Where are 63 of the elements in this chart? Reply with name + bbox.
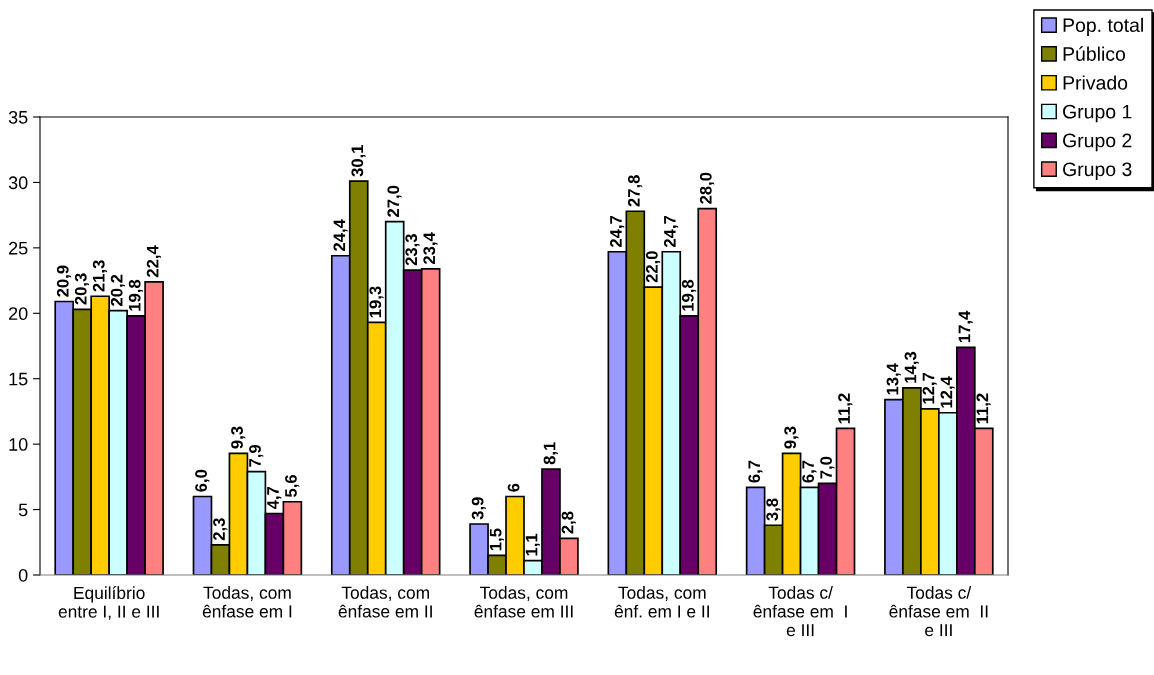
data-label: 20,3 bbox=[74, 273, 90, 305]
data-label: 9,3 bbox=[784, 426, 799, 449]
data-label: 6 bbox=[507, 483, 520, 492]
x-tick-label: Todas, com ênfase em III bbox=[474, 586, 573, 618]
data-label: 5,6 bbox=[285, 474, 300, 498]
data-label: 27,8 bbox=[627, 175, 643, 207]
x-tick-label: Todas c/ ênfase em I e III bbox=[753, 586, 847, 637]
x-tick-label: Todas c/ ênfase em II e III bbox=[889, 586, 988, 637]
data-label: 11,2 bbox=[976, 393, 991, 424]
y-tick-label: 35 bbox=[8, 110, 28, 124]
legend-label: Grupo 2 bbox=[1063, 133, 1132, 152]
y-tick-label: 25 bbox=[9, 241, 28, 255]
data-label: 8,1 bbox=[543, 442, 558, 465]
data-label: 6,7 bbox=[748, 460, 763, 483]
x-tick-label: Todas, com ênf. em I e II bbox=[614, 586, 709, 618]
y-tick-label: 0 bbox=[18, 568, 28, 582]
data-label: 24,4 bbox=[333, 219, 348, 251]
data-label: 13,4 bbox=[886, 363, 901, 395]
data-label: 27,0 bbox=[387, 185, 402, 217]
data-label: 23,4 bbox=[423, 232, 438, 265]
x-tick-label: Equilíbrio entre I, II e III bbox=[58, 586, 159, 620]
data-label: 17,4 bbox=[958, 310, 973, 343]
y-tick-label: 15 bbox=[9, 372, 28, 386]
legend-label: Privado bbox=[1063, 75, 1128, 90]
legend-label: Pop. total bbox=[1063, 17, 1143, 36]
data-label: 19,8 bbox=[681, 279, 697, 311]
data-label: 20,2 bbox=[110, 274, 126, 306]
data-label: 21,3 bbox=[92, 260, 108, 292]
x-tick-label: Todas, com ênfase em II bbox=[338, 586, 432, 618]
y-tick-label: 20 bbox=[9, 307, 28, 321]
data-label: 7,9 bbox=[249, 444, 264, 467]
data-label: 28,0 bbox=[699, 172, 715, 204]
data-label: 1,1 bbox=[525, 533, 540, 556]
data-label: 24,7 bbox=[663, 215, 679, 248]
y-tick-label: 30 bbox=[8, 176, 28, 190]
legend-label: Grupo 3 bbox=[1063, 162, 1132, 181]
legend-label: Grupo 1 bbox=[1063, 104, 1132, 123]
data-label: 22,0 bbox=[645, 251, 661, 283]
data-label: 22,4 bbox=[146, 245, 161, 278]
data-label: 7,0 bbox=[820, 456, 835, 479]
data-label: 12,7 bbox=[922, 372, 937, 404]
x-tick-label: Todas, com ênfase em I bbox=[202, 586, 292, 618]
data-label: 6,7 bbox=[802, 460, 817, 483]
data-label: 14,3 bbox=[904, 351, 919, 383]
data-label: 1,5 bbox=[489, 528, 504, 551]
data-label: 19,8 bbox=[128, 279, 143, 311]
data-label: 30,1 bbox=[351, 144, 366, 177]
data-label: 19,3 bbox=[369, 286, 384, 318]
data-label: 2,3 bbox=[213, 518, 228, 541]
legend-label: Público bbox=[1063, 46, 1126, 61]
data-label: 3,9 bbox=[471, 497, 486, 520]
y-tick-label: 10 bbox=[9, 438, 28, 451]
data-label: 9,3 bbox=[231, 426, 246, 449]
data-label: 4,7 bbox=[267, 486, 282, 510]
data-label: 23,3 bbox=[405, 234, 420, 266]
data-label: 24,7 bbox=[610, 215, 625, 248]
data-label: 6,0 bbox=[195, 469, 210, 492]
data-label: 12,4 bbox=[940, 376, 955, 408]
data-label: 11,2 bbox=[838, 393, 853, 424]
data-label: 20,9 bbox=[56, 265, 72, 297]
y-tick-label: 5 bbox=[18, 503, 28, 517]
data-label: 3,8 bbox=[766, 498, 781, 521]
data-label: 2,8 bbox=[561, 511, 576, 534]
